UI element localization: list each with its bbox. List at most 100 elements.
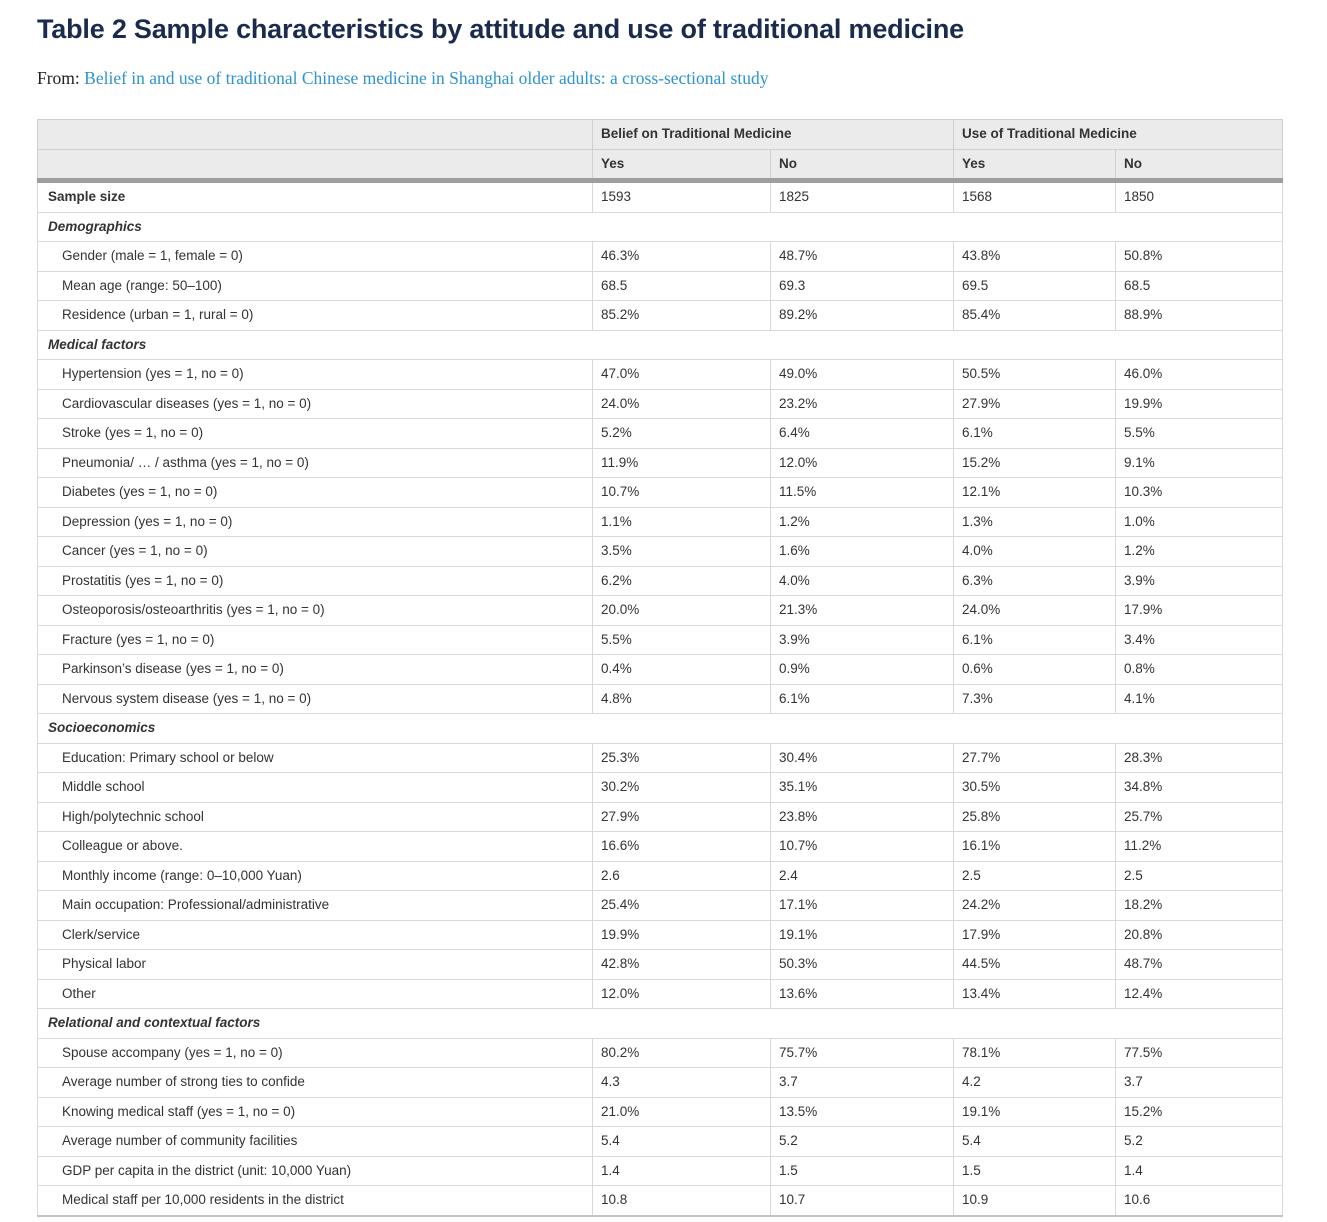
cell-value: 15.2% [953, 447, 1116, 479]
cell-value: 0.8% [1114, 654, 1284, 685]
cell-value: 10.7 [770, 1185, 954, 1217]
row-label: Cardiovascular diseases (yes = 1, no = 0… [37, 388, 593, 420]
subheader-belief-no: No [770, 148, 954, 184]
article-link[interactable]: Belief in and use of traditional Chinese… [84, 68, 769, 89]
cell-value: 1.4 [1114, 1155, 1284, 1187]
cell-value: 1.1% [592, 506, 771, 538]
cell-value: 6.1% [770, 683, 954, 715]
cell-value: 3.5% [592, 536, 771, 567]
row-label: Main occupation: Professional/administra… [37, 890, 593, 921]
table-row: Medical staff per 10,000 residents in th… [37, 1185, 1284, 1217]
row-label: Average number of strong ties to confide [37, 1067, 593, 1098]
cell-value: 3.9% [770, 624, 954, 656]
cell-value: 30.2% [592, 772, 771, 803]
cell-value: 20.0% [592, 595, 771, 626]
cell-value: 3.9% [1114, 565, 1284, 597]
cell-value: 9.1% [1114, 447, 1284, 479]
table-row: High/polytechnic school 27.9% 23.8% 25.8% 25… [37, 801, 1284, 833]
cell-value: 50.3% [770, 949, 954, 980]
cell-value: 28.3% [1114, 742, 1284, 774]
cell-value: 2.6 [592, 860, 771, 892]
page-title: Table 2 Sample characteristics by attitu… [37, 14, 964, 44]
cell-value: 48.7% [1114, 949, 1284, 980]
cell-value: 1850 [1114, 180, 1284, 213]
row-label: Average number of community facilities [37, 1126, 593, 1157]
cell-value: 42.8% [592, 949, 771, 980]
cell-value: 25.3% [592, 742, 771, 774]
section-row: Socioeconomics [36, 713, 1284, 744]
cell-value: 80.2% [592, 1037, 771, 1069]
table-row: Mean age (range: 50–100) 68.5 69.3 69.5 68.5 [37, 270, 1284, 302]
cell-value: 89.2% [770, 300, 954, 331]
table-row: Osteoporosis/osteoarthritis (yes = 1, no… [37, 595, 1284, 626]
table-row: Hypertension (yes = 1, no = 0) 47.0% 49.0%… [37, 359, 1284, 390]
table-row: Other 12.0% 13.6% 13.4% 12.4% [37, 978, 1284, 1010]
cell-value: 0.4% [592, 654, 771, 685]
cell-value: 24.0% [592, 388, 771, 420]
row-label: Fracture (yes = 1, no = 0) [37, 624, 593, 656]
cell-value: 5.5% [1114, 418, 1284, 449]
cell-value: 6.1% [953, 624, 1116, 656]
cell-value: 4.3 [592, 1067, 771, 1098]
table-row: GDP per capita in the district (unit: 10… [37, 1155, 1284, 1187]
cell-value: 50.8% [1114, 241, 1284, 272]
cell-value: 5.4 [592, 1126, 771, 1157]
cell-value: 17.9% [953, 919, 1116, 951]
cell-value: 12.1% [953, 477, 1116, 508]
cell-value: 17.9% [1114, 595, 1284, 626]
from-line: From: Belief in and use of traditional C… [37, 68, 1290, 89]
cell-value: 5.2% [592, 418, 771, 449]
cell-value: 6.3% [953, 565, 1116, 597]
table-row: Diabetes (yes = 1, no = 0) 10.7% 11.5% 12.1… [37, 477, 1284, 508]
cell-value: 0.9% [770, 654, 954, 685]
row-label: Hypertension (yes = 1, no = 0) [37, 359, 593, 390]
cell-value: 30.4% [770, 742, 954, 774]
cell-value: 3.7 [770, 1067, 954, 1098]
table-row: Gender (male = 1, female = 0) 46.3% 48.7% 4… [37, 241, 1284, 272]
sample-characteristics-table: Belief on Traditional Medicine Use of Tr… [36, 119, 1284, 1217]
cell-value: 23.2% [770, 388, 954, 420]
cell-value: 24.0% [953, 595, 1116, 626]
cell-value: 35.1% [770, 772, 954, 803]
cell-value: 23.8% [770, 801, 954, 833]
table-row: Sample size 1593 1825 1568 1850 [37, 180, 1284, 213]
cell-value: 3.4% [1114, 624, 1284, 656]
cell-value: 4.8% [592, 683, 771, 715]
cell-value: 1.6% [770, 536, 954, 567]
cell-value: 10.7% [770, 831, 954, 862]
cell-value: 5.4 [953, 1126, 1116, 1157]
row-label: Sample size [37, 180, 593, 213]
cell-value: 13.4% [953, 978, 1116, 1010]
cell-value: 2.5 [953, 860, 1116, 892]
cell-value: 47.0% [592, 359, 771, 390]
cell-value: 1568 [953, 180, 1116, 213]
cell-value: 16.1% [953, 831, 1116, 862]
cell-value: 1593 [592, 180, 771, 213]
row-label: Gender (male = 1, female = 0) [37, 241, 593, 272]
cell-value: 25.4% [592, 890, 771, 921]
table-header: Belief on Traditional Medicine Use of Tr… [37, 119, 1284, 184]
row-label: Education: Primary school or below [37, 742, 593, 774]
cell-value: 50.5% [953, 359, 1116, 390]
row-label: Other [37, 978, 593, 1010]
cell-value: 16.6% [592, 831, 771, 862]
row-label: Mean age (range: 50–100) [37, 270, 593, 302]
row-label: Stroke (yes = 1, no = 0) [37, 418, 593, 449]
table-row: Main occupation: Professional/administra… [37, 890, 1284, 921]
cell-value: 1.2% [1114, 536, 1284, 567]
cell-value: 15.2% [1114, 1096, 1284, 1128]
table-row: Average number of community facilities 5.… [37, 1126, 1284, 1157]
cell-value: 7.3% [953, 683, 1116, 715]
table-row: Parkinson’s disease (yes = 1, no = 0) 0.4… [37, 654, 1284, 685]
cell-value: 1.3% [953, 506, 1116, 538]
sub-header-row: Yes No Yes No [37, 148, 1284, 184]
cell-value: 21.3% [770, 595, 954, 626]
cell-value: 43.8% [953, 241, 1116, 272]
cell-value: 10.6 [1114, 1185, 1284, 1217]
cell-value: 11.5% [770, 477, 954, 508]
row-label: Nervous system disease (yes = 1, no = 0) [37, 683, 593, 715]
section-label: Relational and contextual factors [36, 1008, 1284, 1039]
row-label: Depression (yes = 1, no = 0) [37, 506, 593, 538]
table-row: Nervous system disease (yes = 1, no = 0)… [37, 683, 1284, 715]
